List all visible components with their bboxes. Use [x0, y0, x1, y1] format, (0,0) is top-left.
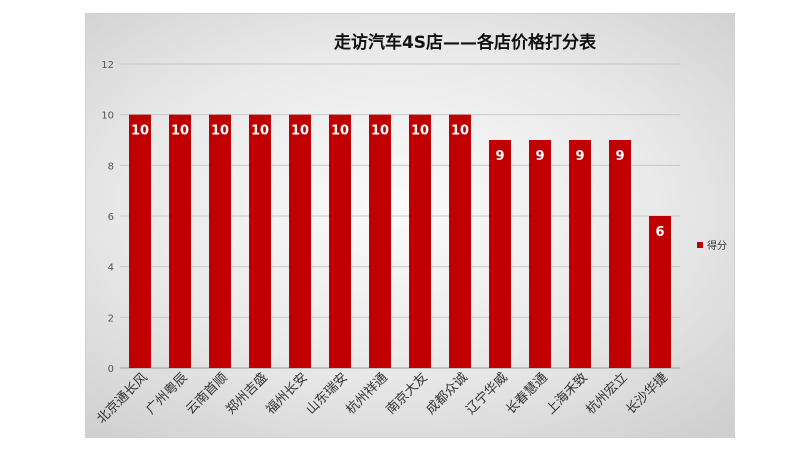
y-tick-label: 6: [108, 212, 114, 223]
x-tick-label: 杭州祥通: [343, 370, 390, 417]
bar: [529, 140, 551, 368]
legend-label: 得分: [707, 240, 727, 252]
bar: [489, 140, 511, 368]
y-tick-label: 10: [101, 111, 114, 122]
x-tick-label: 云南首顺: [183, 370, 231, 418]
data-label: 9: [575, 149, 584, 164]
legend-swatch: [697, 242, 703, 248]
x-tick-label: 辽宁华威: [463, 370, 511, 418]
y-tick-label: 0: [108, 364, 114, 375]
bar: [129, 114, 151, 369]
data-label: 10: [371, 124, 389, 139]
y-tick-label: 2: [108, 313, 114, 324]
data-label: 10: [331, 124, 349, 139]
y-tick-label: 12: [101, 60, 114, 71]
x-tick-label: 福州长安: [263, 370, 310, 417]
data-label: 6: [655, 225, 664, 240]
bar: [449, 114, 471, 369]
y-tick-label: 4: [108, 263, 114, 274]
x-tick-label: 北京通长风: [94, 370, 151, 427]
bar: [409, 114, 431, 369]
x-tick-label: 上海禾致: [543, 370, 590, 417]
data-label: 10: [211, 124, 229, 139]
x-tick-label: 杭州宏立: [583, 370, 630, 417]
bar: [569, 140, 591, 368]
data-label: 10: [411, 124, 429, 139]
data-label: 10: [171, 124, 189, 139]
data-label: 9: [495, 149, 504, 164]
x-tick-label: 山东瑞安: [303, 370, 350, 417]
data-label: 9: [615, 149, 624, 164]
bar: [249, 114, 271, 369]
x-tick-label: 广州粤辰: [143, 370, 191, 418]
bar: [649, 216, 671, 368]
bar: [369, 114, 391, 369]
bar: [169, 114, 191, 369]
data-label: 9: [535, 149, 544, 164]
x-tick-label: 郑州吉盛: [223, 370, 270, 417]
x-tick-label: 成都众诚: [423, 370, 470, 417]
data-label: 10: [251, 124, 269, 139]
data-label: 10: [131, 124, 149, 139]
bar: [609, 140, 631, 368]
x-tick-label: 南京大友: [383, 370, 431, 418]
x-tick-label: 长春慧通: [503, 370, 551, 418]
bar: [289, 114, 311, 369]
data-label: 10: [291, 124, 309, 139]
data-label: 10: [451, 124, 469, 139]
bar: [329, 114, 351, 369]
bar: [209, 114, 231, 369]
y-tick-label: 8: [108, 161, 114, 172]
x-tick-label: 长沙华捷: [623, 370, 670, 417]
chart-title: 走访汽车4S店——各店价格打分表: [333, 33, 597, 53]
